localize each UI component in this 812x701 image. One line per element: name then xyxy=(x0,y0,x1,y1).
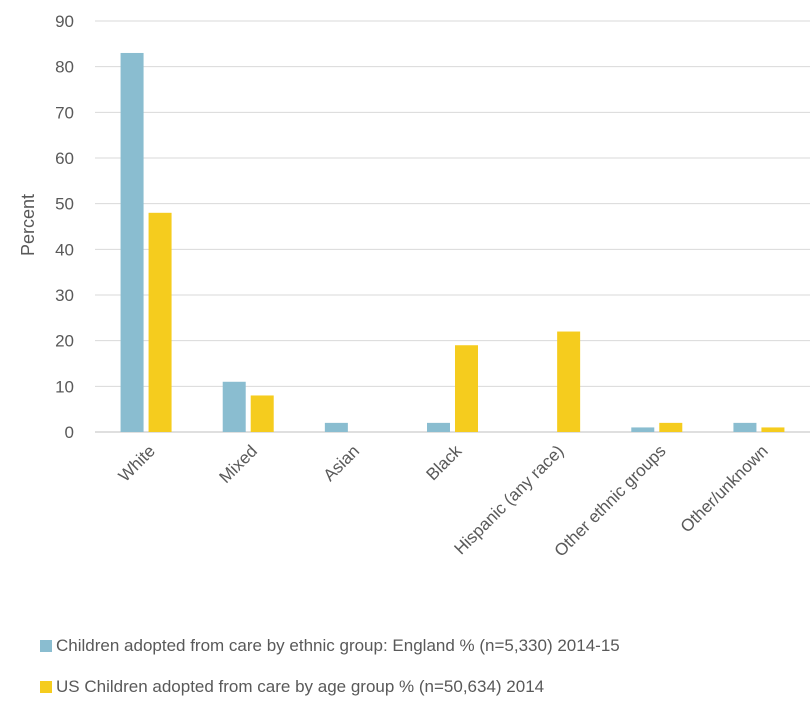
y-tick-label: 10 xyxy=(55,377,74,396)
legend-swatch-us xyxy=(40,681,52,693)
bar-england xyxy=(427,422,450,432)
x-category-label: White xyxy=(115,441,159,485)
x-category-label: Other ethnic groups xyxy=(551,441,670,560)
bar-us xyxy=(659,422,683,432)
bar-england xyxy=(222,381,246,432)
bar-us xyxy=(455,345,478,432)
bar-england xyxy=(120,52,144,432)
bar-us xyxy=(761,427,785,432)
y-tick-label: 70 xyxy=(55,103,74,122)
bar-england xyxy=(733,422,757,432)
x-category-label: Hispanic (any race) xyxy=(450,441,567,558)
legend-label-us: US Children adopted from care by age gro… xyxy=(56,677,545,696)
bar-us xyxy=(148,212,172,432)
legend-label-england: Children adopted from care by ethnic gro… xyxy=(56,636,620,655)
bar-us xyxy=(557,331,581,432)
y-tick-label: 50 xyxy=(55,195,74,214)
y-tick-label: 90 xyxy=(55,12,74,31)
y-axis-label: Percent xyxy=(18,194,38,256)
gridlines xyxy=(95,20,810,433)
x-category-label: Other/unknown xyxy=(677,441,772,536)
y-tick-label: 30 xyxy=(55,286,74,305)
bar-england xyxy=(631,427,655,432)
y-tick-label: 40 xyxy=(55,240,74,259)
y-tick-label: 20 xyxy=(55,332,74,351)
y-tick-label: 80 xyxy=(55,58,74,77)
x-category-label: Asian xyxy=(320,441,364,485)
bar-england xyxy=(324,422,348,432)
bar-us xyxy=(250,395,274,432)
legend-item-england: Children adopted from care by ethnic gro… xyxy=(40,636,800,656)
y-axis-ticks: 0 10 20 30 40 50 60 70 80 90 xyxy=(55,12,74,442)
x-category-label: Black xyxy=(422,441,465,484)
x-category-label: Mixed xyxy=(216,441,262,487)
legend-item-us: US Children adopted from care by age gro… xyxy=(40,677,800,697)
y-tick-label: 0 xyxy=(65,423,74,442)
bars xyxy=(120,52,785,432)
legend-swatch-england xyxy=(40,640,52,652)
y-tick-label: 60 xyxy=(55,149,74,168)
